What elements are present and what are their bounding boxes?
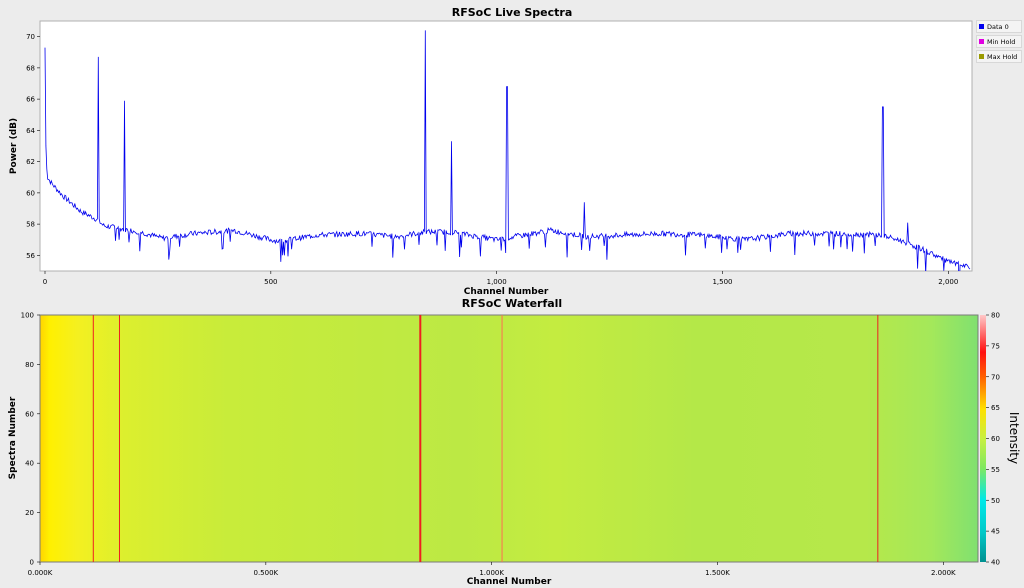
spectra-chart-title: RFSoC Live Spectra <box>451 6 573 19</box>
legend-item-min-hold[interactable]: Min Hold <box>976 35 1022 48</box>
waterfall-xtick-label: 1.000K <box>479 569 504 577</box>
colorbar-tick-label: 65 <box>991 404 1000 412</box>
waterfall-hot-channel <box>92 315 94 562</box>
spectra-xlabel: Channel Number <box>464 287 549 297</box>
waterfall-ytick-label: 100 <box>21 312 34 320</box>
legend-swatch-data0 <box>979 24 984 29</box>
spectra-ytick-label: 70 <box>26 33 35 41</box>
colorbar-tick-label: 60 <box>991 435 1000 443</box>
spectra-ytick-label: 60 <box>26 189 35 197</box>
legend-swatch-min-hold <box>979 39 984 44</box>
waterfall-xtick-label: 1.500K <box>705 569 730 577</box>
waterfall-colorbar <box>980 315 986 562</box>
spectra-line-data0 <box>44 30 971 271</box>
spectra-xtick-label: 1,000 <box>487 278 507 286</box>
waterfall-xlabel: Channel Number <box>467 577 552 587</box>
legend-label-max-hold: Max Hold <box>987 52 1018 61</box>
colorbar-tick-label: 75 <box>991 342 1000 350</box>
waterfall-chart-title: RFSoC Waterfall <box>461 297 563 310</box>
spectra-legend: Data 0 Min Hold Max Hold <box>976 20 1022 65</box>
spectra-xtick-label: 2,000 <box>938 278 958 286</box>
spectra-ytick-label: 56 <box>26 252 35 260</box>
spectra-ytick-label: 68 <box>26 64 35 72</box>
waterfall-ytick-label: 60 <box>25 410 34 418</box>
colorbar-tick-label: 50 <box>991 497 1000 505</box>
spectra-plot: 56 58 60 62 64 66 68 70 0 500 1,000 1,500 2,000 Cha… <box>9 20 973 297</box>
spectra-xtick-label: 1,500 <box>712 278 732 286</box>
legend-label-min-hold: Min Hold <box>987 37 1016 46</box>
colorbar-tick-label: 40 <box>991 559 1000 567</box>
colorbar-tick-label: 70 <box>991 373 1000 381</box>
waterfall-ytick-label: 0 <box>30 559 34 567</box>
spectra-xtick-label: 500 <box>264 278 277 286</box>
legend-item-data0[interactable]: Data 0 <box>976 20 1022 33</box>
spectra-ylabel: Power (dB) <box>9 118 19 174</box>
colorbar-tick-label: 45 <box>991 528 1000 536</box>
spectra-ytick-label: 64 <box>26 127 35 135</box>
waterfall-ytick-label: 40 <box>25 460 34 468</box>
waterfall-xtick-label: 0.000K <box>28 569 53 577</box>
spectra-xtick-label: 0 <box>43 278 47 286</box>
legend-swatch-max-hold <box>979 54 984 59</box>
colorbar-tick-label: 55 <box>991 466 1000 474</box>
spectra-ytick-label: 58 <box>26 221 35 229</box>
colorbar-tick-label: 80 <box>991 312 1000 320</box>
spectra-ytick-label: 66 <box>26 96 35 104</box>
waterfall-hot-channel <box>419 315 422 562</box>
spectra-ytick-label: 62 <box>26 158 35 166</box>
waterfall-ylabel: Spectra Number <box>8 396 18 479</box>
legend-label-data0: Data 0 <box>987 22 1009 31</box>
waterfall-hot-channel <box>501 315 503 562</box>
waterfall-ytick-label: 80 <box>25 361 34 369</box>
waterfall-xtick-label: 2.000K <box>931 569 956 577</box>
waterfall-hot-channel <box>118 315 120 562</box>
colorbar-label: Intensity <box>1007 412 1021 464</box>
waterfall-hot-channel <box>877 315 879 562</box>
waterfall-plot-area <box>39 314 979 563</box>
waterfall-xtick-label: 0.500K <box>254 569 279 577</box>
legend-item-max-hold[interactable]: Max Hold <box>976 50 1022 63</box>
waterfall-ytick-label: 20 <box>25 509 34 517</box>
